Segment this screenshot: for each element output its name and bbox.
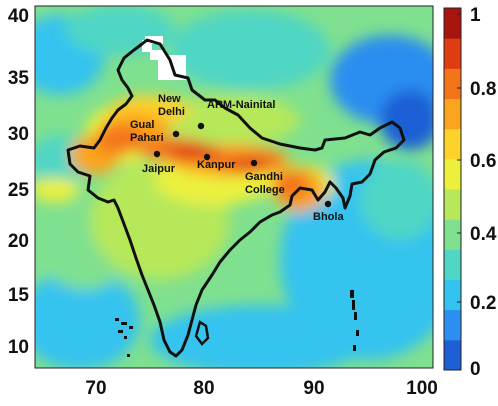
site-label: ARM-Nainital: [207, 99, 275, 111]
site-label: Jaipur: [142, 163, 176, 175]
site-dot: [153, 150, 161, 158]
site-dot: [250, 159, 258, 167]
colorbar-segment: [444, 98, 461, 130]
colorbar-tick-label: 0.2: [470, 293, 496, 314]
colorbar-segment: [444, 309, 461, 341]
y-tick-label: 40: [8, 6, 29, 27]
site-label: Delhi: [158, 106, 185, 118]
site-dot: [324, 200, 332, 208]
site-marker: Bhola: [313, 200, 344, 223]
site-label: Kanpur: [197, 159, 236, 171]
y-axis: 40 35 30 25 20 15 10: [8, 6, 30, 358]
site-label: New: [158, 93, 181, 105]
site-marker: Kanpur: [197, 153, 236, 171]
x-tick-label: 80: [193, 378, 214, 399]
island-boundary: [194, 320, 210, 346]
colorbar-segment: [444, 249, 461, 280]
colorbar-tick-label: 0.6: [470, 151, 496, 172]
y-tick-label: 25: [8, 180, 30, 201]
y-tick-label: 15: [8, 285, 30, 306]
y-tick-label: 10: [8, 337, 29, 358]
colorbar-tick-label: 0.8: [470, 79, 496, 100]
site-label: Pahari: [130, 132, 164, 144]
plot-frame: [34, 5, 434, 369]
colorbar-segment: [444, 128, 461, 160]
x-tick-label: 100: [406, 378, 438, 399]
x-tick-label: 70: [85, 378, 106, 399]
colorbar-segment: [444, 158, 461, 190]
site-label: Bhola: [313, 211, 344, 223]
colorbar-segment: [444, 219, 461, 250]
island-marks: [115, 290, 359, 357]
colorbar-segment: [444, 8, 461, 39]
site-dot: [197, 122, 205, 130]
colorbar-segment: [444, 68, 461, 99]
site-marker: Jaipur: [142, 150, 176, 175]
colorbar-frame: [443, 7, 462, 371]
x-tick-label: 90: [303, 378, 324, 399]
colorbar-segment: [444, 279, 461, 311]
value-field: [35, 6, 433, 368]
country-boundary: [66, 38, 406, 358]
y-tick-label: 30: [8, 124, 29, 145]
site-label: College: [245, 184, 285, 196]
colorbar-segment: [444, 189, 461, 220]
colorbar-tick-label: 1: [470, 5, 481, 26]
x-axis: 70 80 90 100: [85, 378, 437, 399]
y-tick-label: 20: [8, 231, 29, 252]
colorbar: 1 0.8 0.6 0.4 0.2 0: [443, 5, 497, 380]
map-plot-area: [35, 6, 433, 368]
y-tick-label: 35: [8, 68, 30, 89]
site-dot: [203, 153, 211, 161]
site-label: Gual: [130, 119, 154, 131]
colorbar-tick-label: 0.4: [470, 224, 497, 245]
colorbar-tick-label: 0: [470, 359, 481, 380]
site-marker: ARM-Nainital: [197, 99, 275, 130]
site-label: Gandhi: [245, 171, 283, 183]
colorbar-segment: [444, 339, 461, 371]
colorbar-segment: [444, 38, 461, 69]
site-dot: [172, 130, 180, 138]
